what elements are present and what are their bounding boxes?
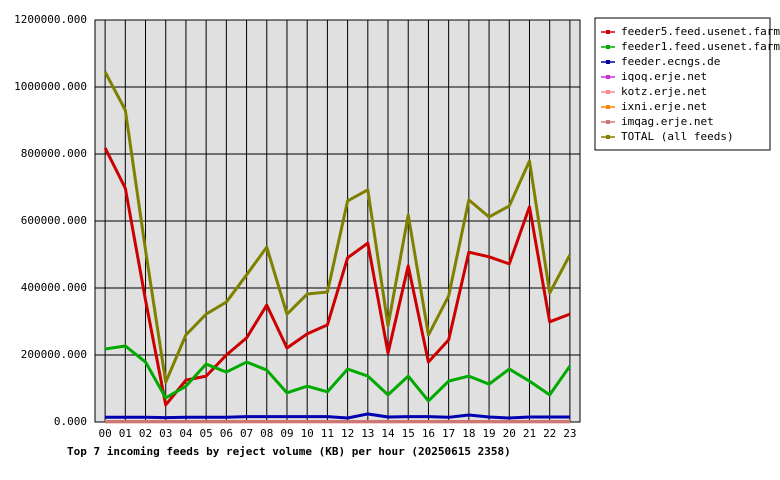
- chart-title: Top 7 incoming feeds by reject volume (K…: [67, 445, 511, 458]
- series-line: [105, 412, 570, 420]
- legend-label: kotz.erje.net: [621, 85, 707, 98]
- series-line: [104, 344, 572, 403]
- x-tick-label: 15: [402, 427, 415, 440]
- legend-label: ixni.erje.net: [621, 100, 707, 113]
- x-tick-label: 14: [381, 427, 395, 440]
- x-tick-label: 07: [240, 427, 253, 440]
- x-tick-label: 11: [321, 427, 334, 440]
- x-tick-label: 05: [200, 427, 213, 440]
- x-tick-label: 17: [442, 427, 455, 440]
- legend-marker: [606, 135, 610, 139]
- legend-label: TOTAL (all feeds): [621, 130, 734, 143]
- x-tick-label: 06: [220, 427, 233, 440]
- legend-box: [594, 17, 771, 151]
- x-tick-label: 08: [260, 427, 273, 440]
- series-line: [103, 71, 572, 384]
- x-tick-label: 22: [543, 427, 556, 440]
- y-tick-label: 0.000: [54, 415, 87, 428]
- x-tick-label: 20: [503, 427, 516, 440]
- legend-marker: [606, 30, 610, 34]
- y-tick-label: 600000.000: [21, 214, 87, 227]
- x-tick-label: 19: [482, 427, 495, 440]
- legend-label: feeder1.feed.usenet.farm: [621, 40, 780, 53]
- x-tick-label: 01: [119, 427, 132, 440]
- x-tick-label: 03: [159, 427, 172, 440]
- y-tick-label: 400000.000: [21, 281, 87, 294]
- legend-marker: [606, 75, 610, 79]
- x-tick-label: 09: [280, 427, 293, 440]
- legend-marker: [606, 90, 610, 94]
- legend-label: iqoq.erje.net: [621, 70, 707, 83]
- legend-label: imqag.erje.net: [621, 115, 714, 128]
- x-tick-label: 00: [98, 427, 111, 440]
- x-tick-label: 12: [341, 427, 354, 440]
- x-tick-label: 18: [462, 427, 475, 440]
- y-tick-label: 1200000.000: [14, 13, 87, 26]
- y-tick-label: 1000000.000: [14, 80, 87, 93]
- x-tick-label: 02: [139, 427, 152, 440]
- x-tick-label: 21: [523, 427, 536, 440]
- y-tick-label: 800000.000: [21, 147, 87, 160]
- legend-marker: [606, 60, 610, 64]
- legend-label: feeder5.feed.usenet.farm: [621, 25, 780, 38]
- y-tick-label: 200000.000: [21, 348, 87, 361]
- series-line: [103, 147, 571, 407]
- legend-label: feeder.ecngs.de: [621, 55, 720, 68]
- legend-marker: [606, 120, 610, 124]
- legend-marker: [606, 105, 610, 109]
- x-tick-label: 23: [563, 427, 576, 440]
- x-tick-label: 16: [422, 427, 435, 440]
- legend-marker: [606, 45, 610, 49]
- x-tick-label: 10: [301, 427, 314, 440]
- x-tick-label: 04: [179, 427, 193, 440]
- x-tick-label: 13: [361, 427, 374, 440]
